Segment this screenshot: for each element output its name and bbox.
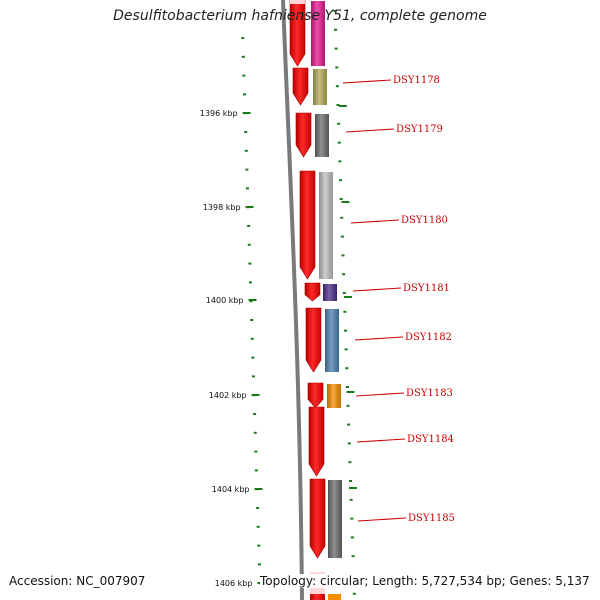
cds-arrow <box>299 170 316 280</box>
accession-text: Accession: NC_007907 <box>9 574 146 588</box>
cds-arrow <box>309 478 326 559</box>
scale-label: 1396 kbp <box>200 109 238 118</box>
partial-cds <box>310 594 325 600</box>
gene-label-DSY1178: DSY1178 <box>393 75 440 86</box>
cog-shade <box>325 309 339 372</box>
gene-DSY1179 <box>295 112 329 158</box>
genome-summary: Topology: circular; Length: 5,727,534 bp… <box>260 574 590 588</box>
cog-shade <box>319 172 333 279</box>
scale-label: 1398 kbp <box>203 203 241 212</box>
label-leader <box>354 336 404 341</box>
gene-labels: DSY1178 DSY1179 DSY1180 DSY1181 DSY1182 DSY11… <box>342 75 455 524</box>
gene-label-DSY1180: DSY1180 <box>401 215 448 226</box>
gene-top-partial <box>289 0 325 67</box>
gene-label-DSY1179: DSY1179 <box>396 124 443 135</box>
cog-shade <box>311 1 325 66</box>
partial-feature-top <box>290 0 305 4</box>
cds-arrow <box>308 406 325 477</box>
label-leader <box>345 128 395 133</box>
label-leader <box>350 219 400 224</box>
cog-shade <box>315 114 329 157</box>
gene-DSY1184 <box>308 406 325 477</box>
gene-features <box>289 0 342 600</box>
cds-arrow <box>289 0 306 67</box>
scale-label: 1406 kbp <box>215 579 253 588</box>
gene-DSY1180 <box>299 170 333 280</box>
cds-arrow <box>305 307 322 373</box>
scale-label: 1402 kbp <box>209 391 247 400</box>
label-leader <box>356 438 406 443</box>
cog-shade <box>323 284 337 301</box>
gene-DSY1185 <box>309 478 342 559</box>
cds-arrow <box>307 382 324 409</box>
gene-DSY1183 <box>307 382 341 409</box>
label-leader <box>357 517 407 522</box>
label-leader <box>355 392 405 397</box>
partial-cog <box>328 594 341 600</box>
genome-backbone <box>281 0 304 600</box>
scale-label: 1404 kbp <box>212 485 250 494</box>
gene-label-DSY1184: DSY1184 <box>407 434 454 445</box>
cds-arrow <box>295 112 312 158</box>
cds-arrow <box>292 67 309 106</box>
label-leader <box>342 79 392 84</box>
cog-shade <box>327 384 341 408</box>
gene-DSY1181 <box>304 282 337 302</box>
cog-shade <box>313 69 327 105</box>
gene-label-DSY1182: DSY1182 <box>405 332 452 343</box>
label-leader <box>352 287 402 292</box>
gene-label-DSY1185: DSY1185 <box>408 513 455 524</box>
gene-label-DSY1181: DSY1181 <box>403 283 450 294</box>
cog-shade <box>328 480 342 558</box>
gene-label-DSY1183: DSY1183 <box>406 388 453 399</box>
gene-DSY1182 <box>305 307 339 373</box>
cds-arrow <box>304 282 321 302</box>
gene-DSY1178 <box>292 67 327 106</box>
scale-label: 1400 kbp <box>206 296 244 305</box>
map-title: Desulfitobacterium hafniense Y51, comple… <box>113 8 487 24</box>
